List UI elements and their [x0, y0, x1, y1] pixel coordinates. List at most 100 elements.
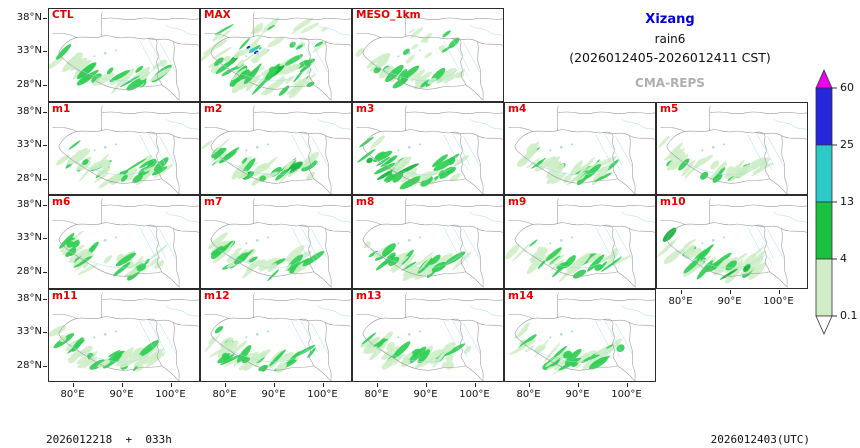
lon-tick [273, 383, 275, 387]
map-canvas-m12 [203, 291, 351, 381]
colorbar-label-13: 13 [840, 195, 854, 208]
colorbar-label-60: 60 [840, 81, 854, 94]
panel-label-m6: m6 [52, 196, 71, 208]
lat-tick [43, 272, 47, 273]
panel-label-MAX: MAX [204, 9, 231, 21]
title-block: Xizang rain6 (2026012405-2026012411 CST)… [530, 12, 810, 90]
lon-tick [224, 383, 226, 387]
map-canvas-CTL [49, 11, 199, 101]
map-panel-m14: m14 [504, 288, 656, 382]
map-canvas-m11 [49, 291, 199, 381]
variable-title: rain6 [654, 32, 686, 46]
lon-tick-label: 100°E [307, 389, 338, 400]
map-canvas-MAX [201, 11, 351, 101]
lon-tick [376, 383, 378, 387]
map-canvas-m8 [356, 198, 503, 288]
lat-tick [43, 18, 47, 19]
map-canvas-m4 [508, 104, 655, 194]
lat-tick [43, 111, 47, 113]
lat-tick-label: 28°N [16, 172, 42, 184]
lon-tick [72, 383, 74, 387]
panel-label-m5: m5 [660, 102, 679, 115]
lat-tick-label: 33°N [16, 325, 42, 337]
panel-label-m3: m3 [356, 102, 375, 115]
lat-tick-label: 28°N [16, 266, 42, 277]
panel-label-m4: m4 [508, 102, 527, 115]
lon-tick-label: 80°E [364, 389, 389, 400]
colorbar-label-4: 4 [840, 252, 847, 265]
map-panel-m2: m2 [200, 101, 352, 195]
lat-tick-label: 38°N [16, 105, 42, 117]
map-canvas-m14 [508, 291, 655, 381]
panel-label-m8: m8 [356, 196, 375, 208]
lon-tick-label: 90°E [565, 389, 590, 400]
lon-tick [577, 383, 579, 387]
map-panel-m9: m9 [504, 195, 656, 289]
lat-tick-label: 33°N [16, 138, 42, 150]
lat-tick-label: 28°N [16, 359, 42, 371]
lat-tick [43, 144, 47, 146]
colorbar-seg-25-60 [815, 87, 833, 146]
lon-tick [680, 289, 682, 294]
lon-tick [425, 383, 427, 387]
lon-tick-label: 80°E [212, 389, 237, 400]
map-canvas-m3 [356, 104, 503, 194]
precip-shading-m2 [201, 137, 320, 186]
lat-tick-label: 28°N [16, 79, 42, 90]
colorbar: 60 25 13 4 0.1 [814, 69, 860, 349]
lon-tick-label: 80°E [60, 389, 85, 400]
lon-tick-label: 80°E [668, 295, 693, 307]
colorbar-scale [815, 69, 837, 335]
colorbar-seg-0.1-4 [815, 258, 833, 317]
lon-tick [528, 383, 530, 387]
lat-tick-label: 38°N [16, 199, 42, 210]
lon-tick [474, 383, 476, 387]
model-name: CMA-REPS [635, 76, 705, 90]
panel-label-m9: m9 [508, 196, 527, 208]
map-canvas-m10 [657, 198, 807, 288]
valid-time-block: 2026012403(UTC) 2026012411(CST) [711, 400, 810, 448]
map-canvas-m13 [356, 291, 503, 381]
map-panel-m10: m10 [656, 195, 808, 289]
lon-tick [626, 383, 628, 387]
panel-label-m13: m13 [356, 289, 382, 302]
lon-tick-label: 90°E [717, 295, 742, 307]
lat-tick [43, 178, 47, 180]
colorbar-label-0.1: 0.1 [840, 309, 858, 322]
map-panel-m12: m12 [200, 288, 352, 382]
panel-label-m7: m7 [204, 196, 223, 208]
colorbar-seg-4-13 [815, 201, 833, 260]
panel-label-m11: m11 [52, 289, 78, 302]
precip-shading-m6 [59, 230, 168, 281]
panel-label-m14: m14 [508, 289, 534, 302]
map-panel-MAX: MAX [200, 8, 352, 102]
lon-tick-label: 100°E [459, 389, 490, 400]
colorbar-over-arrow [815, 69, 833, 89]
map-panel-m8: m8 [352, 195, 504, 289]
map-canvas-MESO_1km [355, 11, 503, 101]
panel-label-m2: m2 [204, 102, 223, 115]
lat-tick-label: 38°N [16, 292, 42, 304]
map-panel-m6: m6 [48, 195, 200, 289]
lat-tick [43, 51, 47, 52]
lon-tick-label: 90°E [261, 389, 286, 400]
precip-shading-m8 [364, 241, 472, 281]
lat-tick [43, 365, 47, 367]
precip-shading-m11 [49, 324, 166, 371]
lat-tick [43, 238, 47, 239]
precip-shading-CTL [49, 44, 172, 94]
map-canvas-m5 [658, 104, 807, 194]
lat-tick-label: 38°N [16, 12, 42, 23]
lat-tick [43, 85, 47, 86]
map-panel-CTL: CTL [48, 8, 200, 102]
panel-label-MESO_1km: MESO_1km [356, 9, 421, 21]
panel-label-m10: m10 [660, 196, 686, 208]
colorbar-label-25: 25 [840, 138, 854, 151]
precip-shading-m9 [505, 239, 632, 282]
panel-label-m1: m1 [52, 102, 71, 115]
lon-tick-label: 100°E [155, 389, 186, 400]
map-panel-m1: m1 [48, 101, 200, 195]
lon-tick-label: 100°E [611, 389, 642, 400]
precip-shading-m3 [357, 134, 469, 189]
colorbar-seg-13-25 [815, 144, 833, 203]
